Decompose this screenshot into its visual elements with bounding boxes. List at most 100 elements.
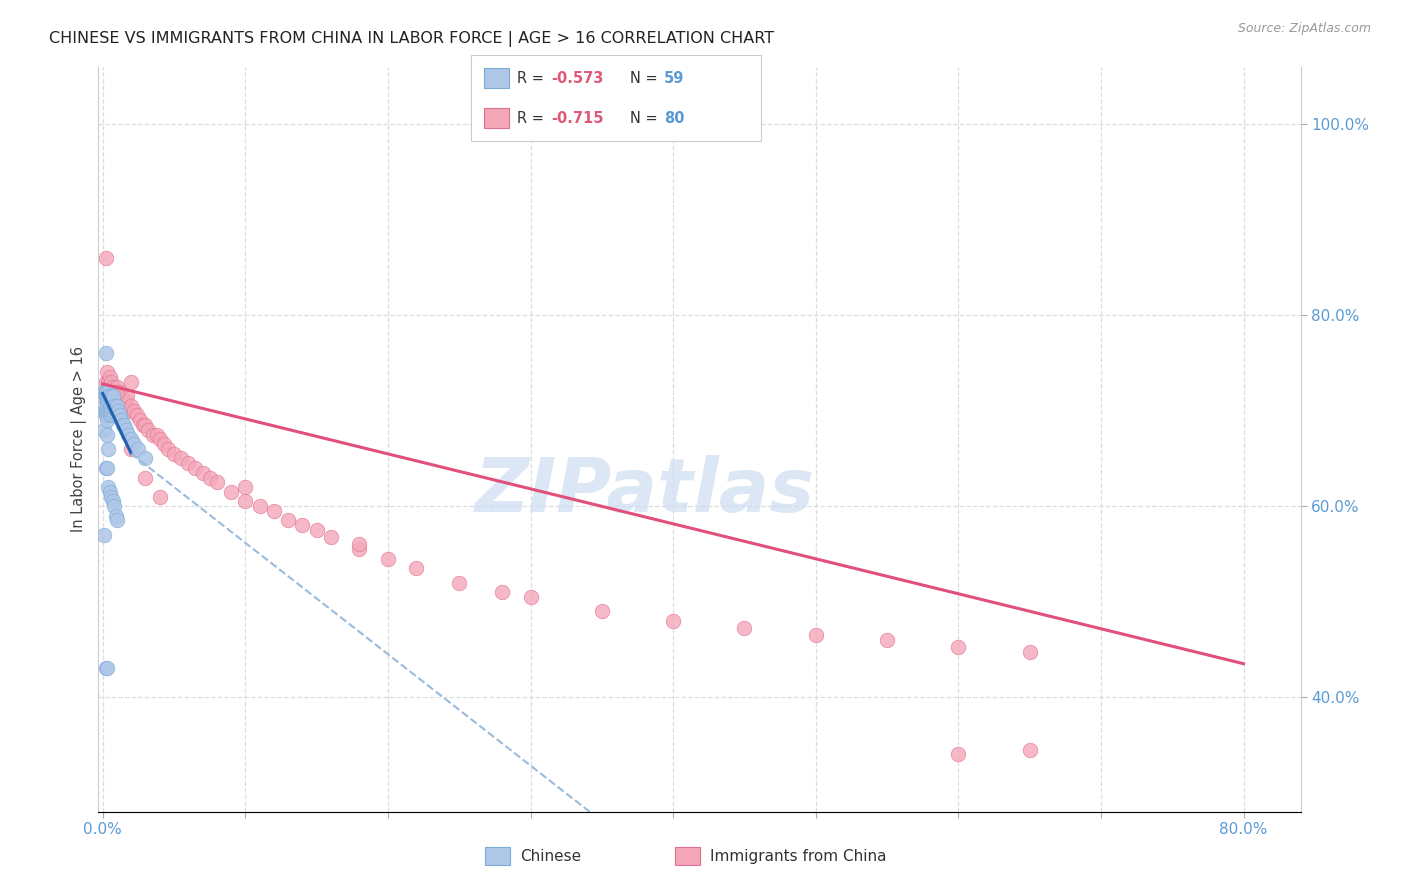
Point xyxy=(134,470,156,484)
Point xyxy=(103,399,125,413)
Point xyxy=(105,399,128,413)
Point xyxy=(136,423,159,437)
Point xyxy=(93,423,115,437)
Text: R =: R = xyxy=(517,70,548,86)
Point xyxy=(114,423,136,437)
Point xyxy=(96,461,118,475)
Point xyxy=(94,661,117,675)
Point xyxy=(491,585,513,599)
Point xyxy=(101,380,124,394)
Point xyxy=(96,394,118,409)
Point xyxy=(120,442,142,456)
Point xyxy=(93,384,115,399)
Point xyxy=(134,417,156,432)
Point xyxy=(127,442,149,456)
Point xyxy=(112,417,135,432)
Point xyxy=(131,417,153,432)
Point xyxy=(170,451,193,466)
Point xyxy=(105,384,128,399)
Point xyxy=(100,399,122,413)
Point xyxy=(97,442,120,456)
Point xyxy=(1018,742,1040,756)
Point xyxy=(733,621,755,635)
Point xyxy=(96,389,118,403)
Point xyxy=(1018,645,1040,659)
Point xyxy=(112,399,135,413)
Point xyxy=(122,403,145,417)
Point xyxy=(319,530,342,544)
Point xyxy=(191,466,214,480)
Point xyxy=(103,403,125,417)
Point xyxy=(948,640,970,655)
Point xyxy=(108,384,131,399)
Point xyxy=(94,389,117,403)
Point xyxy=(205,475,228,490)
Point xyxy=(305,523,328,537)
Point xyxy=(103,409,125,423)
Point xyxy=(103,384,125,399)
Point xyxy=(96,384,118,399)
Point xyxy=(96,399,118,413)
Point xyxy=(591,604,613,618)
Point xyxy=(96,403,118,417)
Text: R =: R = xyxy=(517,111,548,126)
Point xyxy=(94,403,117,417)
Point xyxy=(105,380,128,394)
Point xyxy=(149,433,172,447)
Point xyxy=(101,403,124,417)
Point xyxy=(96,661,118,675)
Point xyxy=(96,427,118,442)
Point xyxy=(110,413,132,427)
Point xyxy=(134,451,156,466)
Point xyxy=(157,442,180,456)
Text: N =: N = xyxy=(630,111,662,126)
Point xyxy=(149,490,172,504)
Point xyxy=(103,499,125,513)
Text: Immigrants from China: Immigrants from China xyxy=(710,849,887,863)
Point xyxy=(93,384,115,399)
Point xyxy=(100,409,122,423)
Point xyxy=(100,389,122,403)
Point xyxy=(100,394,122,409)
Text: 59: 59 xyxy=(664,70,683,86)
Point xyxy=(125,409,148,423)
Point xyxy=(349,537,371,551)
Point xyxy=(111,417,134,432)
Point xyxy=(107,389,129,403)
Point xyxy=(100,375,122,389)
Point xyxy=(184,461,207,475)
Point xyxy=(96,413,118,427)
Point xyxy=(263,504,285,518)
Point xyxy=(98,399,121,413)
Point xyxy=(101,389,124,403)
Point xyxy=(97,389,120,403)
Point xyxy=(163,447,186,461)
Point xyxy=(98,389,121,403)
Point xyxy=(876,632,898,647)
Point xyxy=(98,380,121,394)
Point xyxy=(249,499,271,513)
Point xyxy=(98,370,121,384)
Point xyxy=(107,403,129,417)
Point xyxy=(153,437,176,451)
Point xyxy=(94,346,117,360)
Point xyxy=(120,375,142,389)
Point xyxy=(98,484,121,499)
Point xyxy=(111,394,134,409)
Point xyxy=(804,628,827,642)
Point xyxy=(291,518,314,533)
Point xyxy=(662,614,685,628)
Point xyxy=(146,427,169,442)
Point xyxy=(97,480,120,494)
Point xyxy=(94,409,117,423)
Point xyxy=(377,551,399,566)
Point xyxy=(110,389,132,403)
Point xyxy=(105,409,128,423)
Point xyxy=(104,403,127,417)
Point xyxy=(94,375,117,389)
Text: -0.573: -0.573 xyxy=(551,70,603,86)
Point xyxy=(94,461,117,475)
Point xyxy=(117,403,139,417)
Point xyxy=(128,413,150,427)
Point xyxy=(142,427,165,442)
